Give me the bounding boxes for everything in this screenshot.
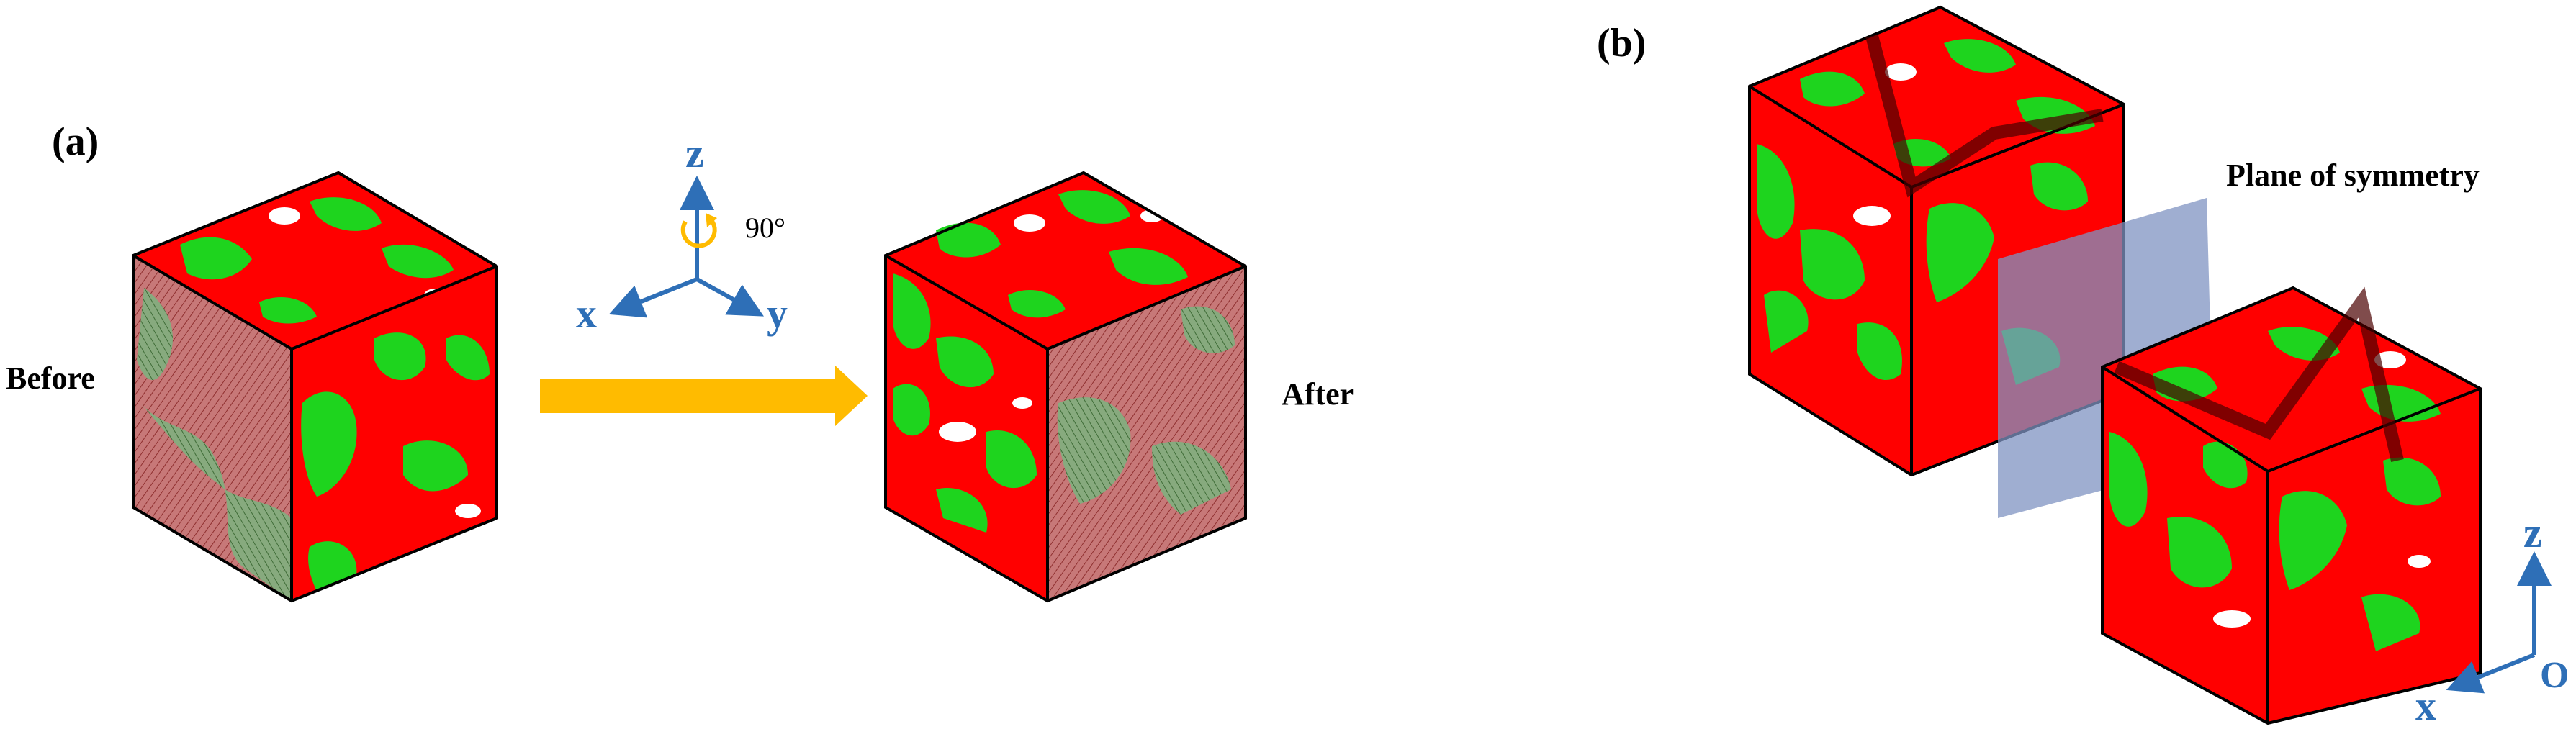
rotation-arrow-icon [680,219,717,248]
axis-z-label-b: z [2523,510,2542,556]
band-upper [1865,34,2104,198]
axis-triad-a [608,176,764,318]
panel-b-label: (b) [1597,21,1646,65]
cube-after [884,171,1247,603]
plane-of-symmetry-label: Plane of symmetry [2226,158,2480,193]
transform-arrow [540,366,868,426]
axis-x-label: x [576,290,597,337]
cube-before [132,171,498,603]
axis-x-label-b: x [2415,682,2436,729]
band-lower [2114,286,2404,462]
axis-triad-b [2446,551,2552,694]
cube-b-lower [2101,286,2482,725]
axis-z-label: z [685,130,704,176]
axis-origin-label: O [2540,655,2569,696]
axis-y-label: y [767,290,788,337]
panel-a-label: (a) [52,119,99,164]
before-label: Before [6,361,95,396]
after-label: After [1282,376,1354,412]
rotation-angle-label: 90° [745,212,785,244]
